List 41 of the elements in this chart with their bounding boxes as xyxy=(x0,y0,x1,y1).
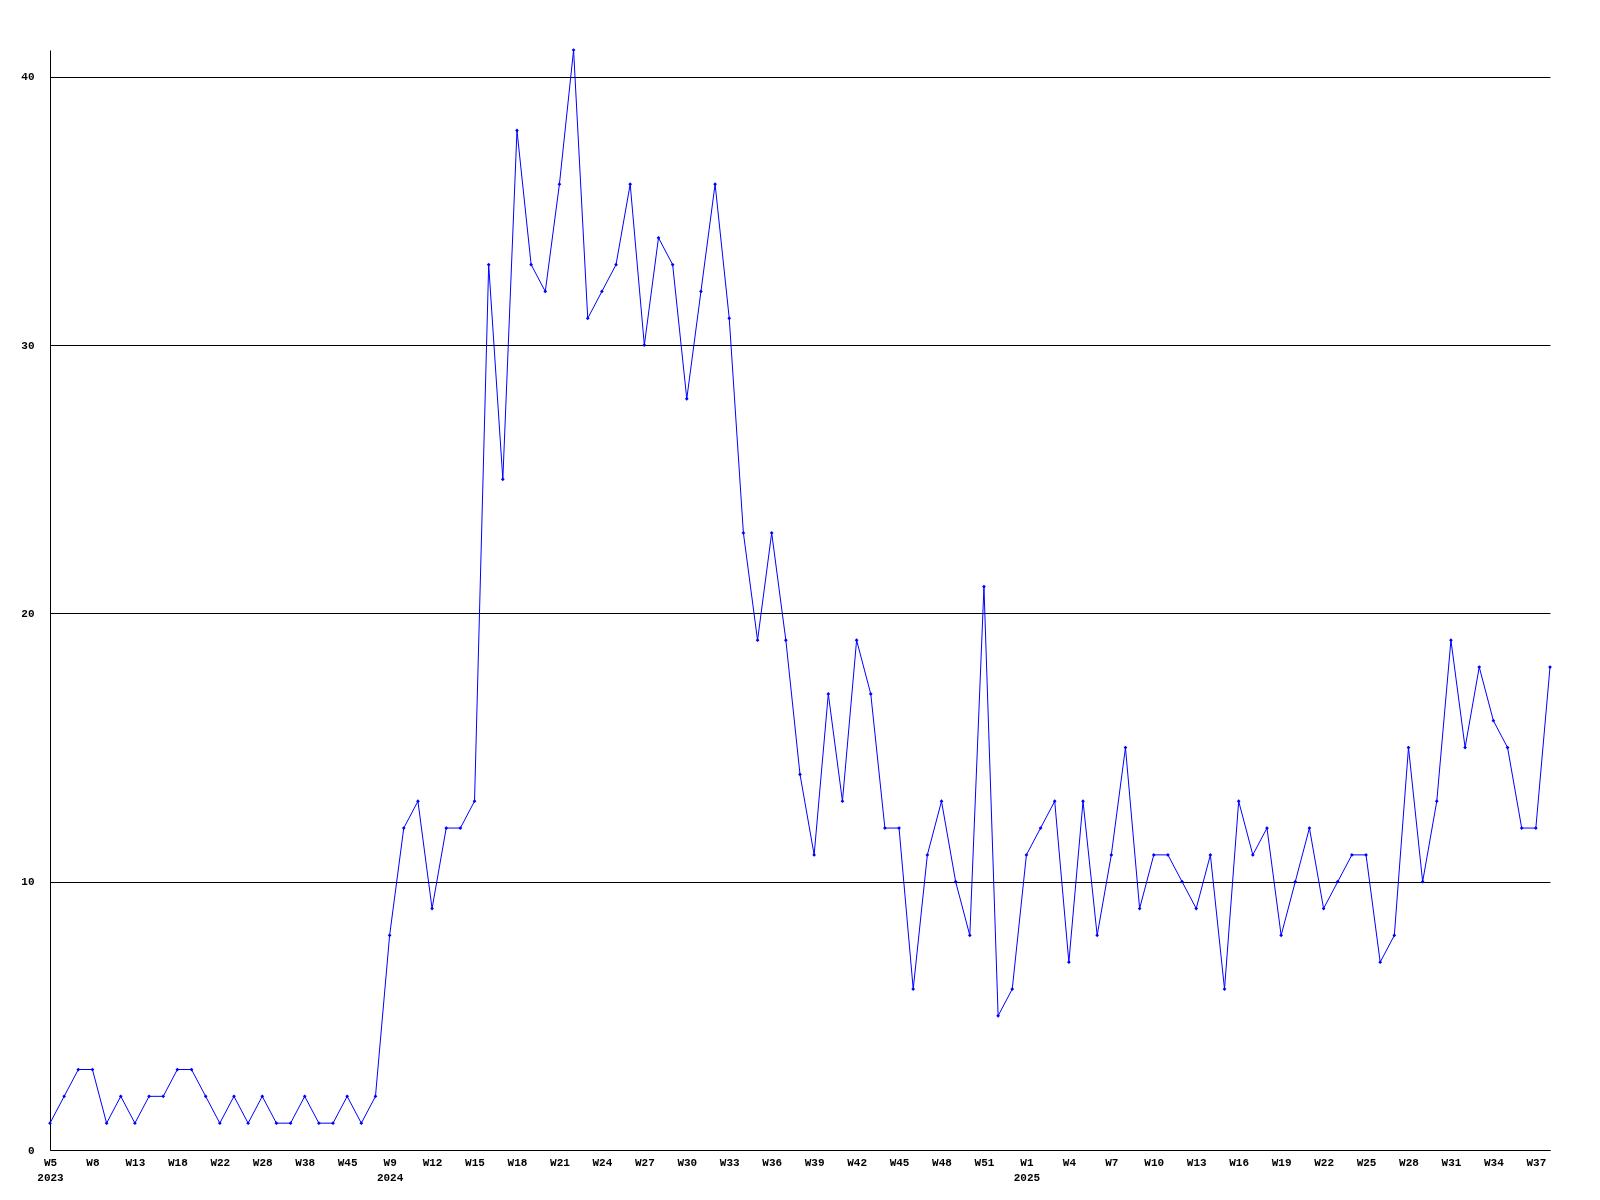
x-tick-label: W31 xyxy=(1441,1156,1462,1169)
x-tick-label: W19 xyxy=(1271,1156,1292,1169)
x-tick-label: W12 xyxy=(422,1156,443,1169)
x-tick-label: W30 xyxy=(677,1156,698,1169)
x-tick-label: W4 xyxy=(1062,1156,1077,1169)
x-tick-label: W39 xyxy=(804,1156,825,1169)
x-tick-label: W37 xyxy=(1526,1156,1547,1169)
x-tick-label: W45 xyxy=(337,1156,358,1169)
y-tick-label: 30 xyxy=(21,339,35,352)
y-tick-label: 40 xyxy=(21,71,35,84)
x-tick-label: W25 xyxy=(1356,1156,1377,1169)
x-tick-label: W36 xyxy=(762,1156,783,1169)
x-tick-label: W13 xyxy=(1186,1156,1208,1169)
x-tick-label: W45 xyxy=(889,1156,910,1169)
y-tick-label: 0 xyxy=(27,1144,35,1157)
y-tick-label: 10 xyxy=(21,876,35,889)
x-tick-label: W5 2023 xyxy=(37,1156,65,1184)
x-tick-label: W18 xyxy=(167,1156,189,1169)
x-tick-label: W28 xyxy=(252,1156,274,1169)
x-tick-label: W22 xyxy=(1314,1156,1334,1169)
x-tick-label: W10 xyxy=(1144,1156,1165,1169)
x-tick-label: W7 xyxy=(1105,1156,1119,1169)
x-tick-label: W8 xyxy=(86,1156,100,1169)
x-tick-label: W27 xyxy=(634,1156,655,1169)
x-tick-label: W18 xyxy=(507,1156,528,1169)
y-tick-label: 20 xyxy=(21,607,35,620)
x-tick-label: W13 xyxy=(125,1156,146,1169)
x-tick-label: W24 xyxy=(592,1156,613,1169)
x-tick-label: W28 xyxy=(1399,1156,1420,1169)
x-tick-label: W33 xyxy=(719,1156,741,1169)
x-tick-label: W21 xyxy=(550,1156,571,1169)
x-tick-label: W15 xyxy=(465,1156,486,1169)
x-tick-label: W1 2025 xyxy=(1013,1156,1041,1184)
x-tick-label: W9 2024 xyxy=(376,1156,404,1184)
x-tick-label: W16 xyxy=(1229,1156,1250,1169)
x-tick-label: W48 xyxy=(932,1156,953,1169)
x-tick-label: W34 xyxy=(1483,1156,1505,1169)
x-tick-label: W42 xyxy=(847,1156,868,1169)
x-tick-label: W22 xyxy=(210,1156,231,1169)
x-tick-label: W38 xyxy=(295,1156,316,1169)
x-tick-label: W51 xyxy=(974,1156,995,1169)
